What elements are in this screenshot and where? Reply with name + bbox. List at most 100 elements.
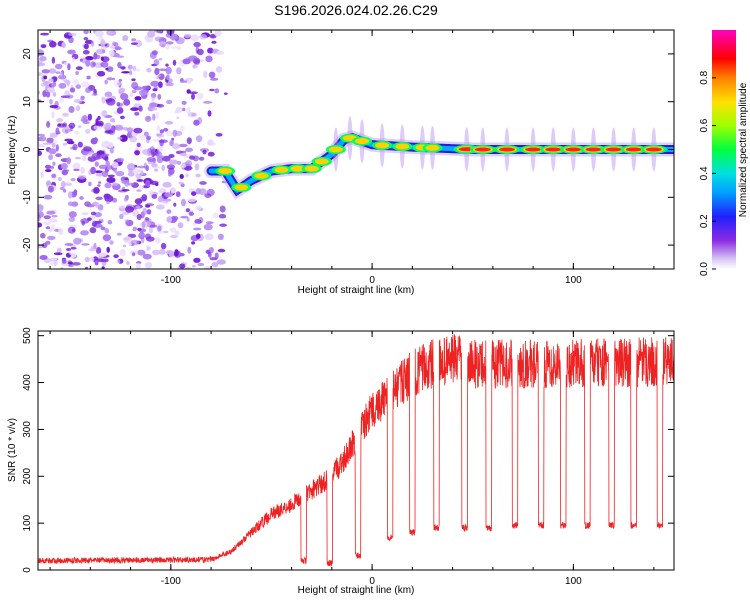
noise-speckle [127,64,133,70]
noise-speckle [169,33,178,40]
noise-speckle [133,127,143,134]
noise-speckle [106,77,113,81]
noise-speckle [85,56,94,61]
noise-speckle [158,81,163,88]
noise-speckle [181,150,187,154]
noise-speckle [209,88,215,92]
noise-speckle [47,235,56,241]
noise-speckle [62,79,68,82]
noise-speckle [212,212,219,219]
noise-speckle [43,75,48,80]
y-tick-label: 20 [22,48,33,60]
noise-speckle [116,136,123,140]
noise-speckle [155,133,163,137]
noise-speckle [38,222,43,228]
noise-speckle [61,169,68,176]
noise-speckle [95,172,103,177]
y-tick-label: 300 [22,421,33,438]
noise-speckle [111,161,119,169]
noise-speckle [100,154,106,157]
noise-speckle [129,136,138,143]
noise-speckle [113,42,119,47]
noise-speckle [103,123,112,131]
noise-speckle [165,66,172,75]
noise-speckle [112,182,119,186]
noise-speckle [137,165,146,169]
ridge-blob-core [314,158,329,165]
noise-speckle [68,216,76,222]
noise-speckle [73,99,83,104]
noise-speckle [58,228,64,235]
noise-speckle [81,81,90,88]
noise-speckle [102,49,106,54]
noise-speckle [211,261,219,268]
noise-speckle [145,236,155,242]
noise-speckle [94,260,99,266]
noise-speckle [106,30,113,36]
noise-speckle [67,226,76,234]
noise-speckle [188,55,198,62]
noise-speckle [40,232,46,239]
noise-speckle [168,172,172,177]
noise-speckle [207,47,214,54]
noise-speckle [133,86,143,91]
noise-speckle [40,171,44,179]
ridge-blob-core [234,184,249,191]
noise-speckle [171,137,175,141]
noise-speckle [62,122,67,128]
noise-speckle [199,181,207,185]
snr-frame [37,330,675,571]
noise-speckle [203,101,213,104]
y-tick-label: 200 [22,467,33,484]
noise-speckle [134,96,142,101]
noise-speckle [203,223,213,231]
noise-speckle [102,234,112,242]
noise-speckle [152,166,161,169]
noise-speckle [168,159,179,165]
noise-speckle [89,227,97,234]
noise-speckle [69,87,76,93]
noise-speckle [42,90,47,98]
noise-speckle [160,242,167,250]
noise-speckle [172,143,181,150]
noise-speckle [137,169,142,173]
noise-speckle [73,79,79,86]
noise-speckle [172,59,177,66]
noise-speckle [180,163,187,169]
noise-speckle [149,180,159,185]
noise-speckle [83,146,92,152]
noise-speckle [45,169,52,173]
ridge-blob-peak [525,147,542,152]
noise-speckle [158,139,168,143]
noise-speckle [93,54,101,60]
noise-speckle [122,127,129,131]
noise-speckle [156,204,165,210]
noise-speckle [97,184,101,187]
noise-speckle [159,129,164,134]
noise-speckle [166,74,170,81]
noise-speckle [91,93,98,96]
noise-speckle [61,126,70,134]
noise-speckle [179,263,186,269]
noise-speckle [150,80,160,87]
noise-speckle [192,155,199,162]
noise-speckle [214,30,222,37]
noise-speckle [95,246,102,255]
noise-speckle [186,217,190,222]
noise-speckle [83,43,89,50]
noise-speckle [179,174,184,179]
noise-speckle [119,248,126,257]
noise-speckle [123,99,131,106]
noise-speckle [74,130,80,135]
x-tick-label: 0 [369,275,375,286]
noise-speckle [177,45,181,51]
noise-speckle [43,194,53,200]
noise-speckle [158,230,163,234]
colorbar-tick-label: 0.2 [699,214,710,228]
noise-speckle [77,174,87,180]
spectrogram-ylabel: Frequency (Hz) [7,116,18,185]
noise-speckle [38,133,45,137]
noise-speckle [123,236,132,244]
noise-speckle [178,181,184,185]
